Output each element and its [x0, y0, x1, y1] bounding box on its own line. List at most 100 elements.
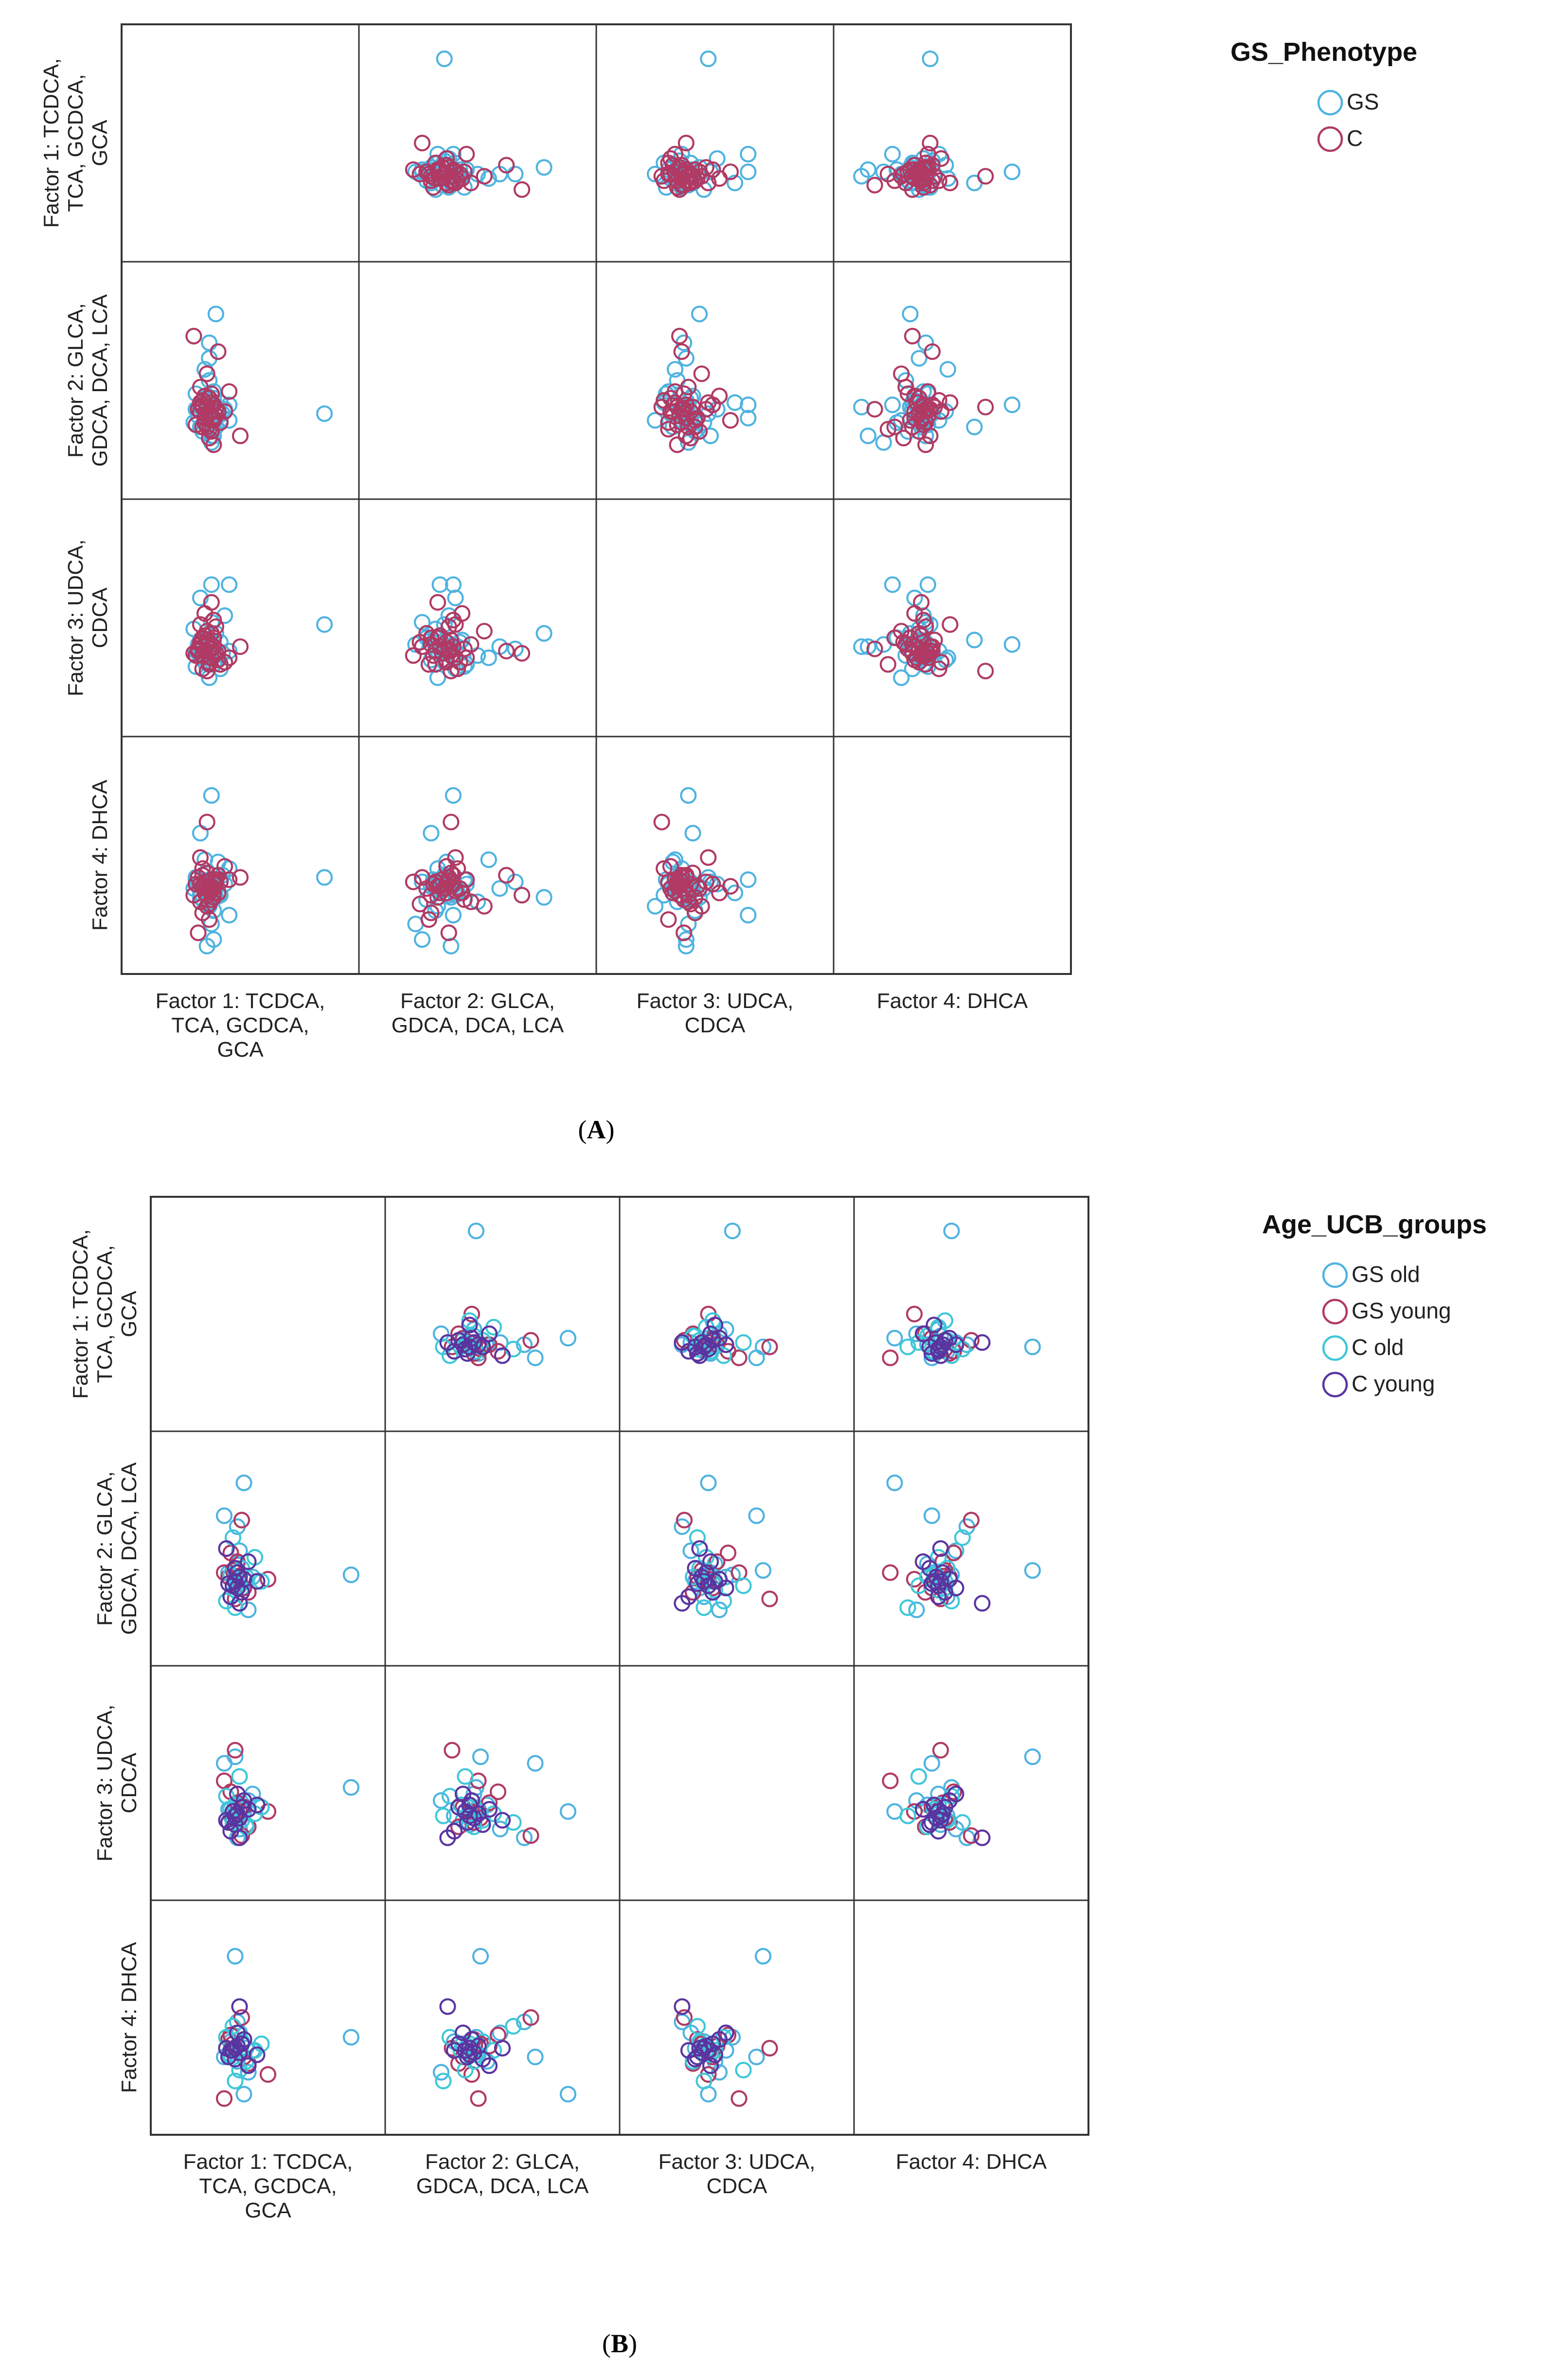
point-c-r4c2-33	[438, 858, 455, 875]
point-c-r2c4-37	[879, 421, 897, 438]
point-c-r3c2-17	[427, 656, 444, 673]
point-c-old-r4c3-7	[735, 2061, 752, 2079]
point-c-r3c2-36	[447, 616, 464, 633]
point-c-young-r4c2-13	[439, 1998, 456, 2015]
point-gs-r2c4-27	[1003, 396, 1021, 414]
point-c-old-r2c4-8	[954, 1529, 971, 1546]
point-gs-old-r3c1-13	[227, 1748, 244, 1766]
point-c-young-r2c4-10	[947, 1579, 964, 1597]
column-label-1-line-3: GCA	[245, 2199, 291, 2222]
point-c-young-r2c4-13	[974, 1595, 991, 1612]
point-c-young-r3c2-11	[494, 1812, 511, 1829]
point-gs-old-r4c2-7	[492, 2024, 509, 2041]
point-c-r4c2-14	[456, 891, 473, 908]
point-c-r2c1-36	[192, 394, 209, 411]
point-c-young-r1c3-4	[689, 1345, 706, 1362]
point-c-r2c4-34	[893, 365, 910, 382]
point-gs-r1c3-21	[740, 163, 757, 180]
legend-b: Age_UCB_groups GS old GS young C old C young	[1262, 1210, 1487, 1398]
point-gs-r4c2-27	[445, 787, 462, 804]
point-c-old-r4c1-9	[253, 2035, 270, 2053]
row-label-1: Factor 1: TCDCA,TCA, GCDCA,GCA	[69, 1229, 141, 1399]
point-c-r2c4-36	[942, 394, 959, 411]
point-gs-r2c3-25	[691, 306, 708, 323]
row-label-1-line-1: Factor 1: TCDCA,	[69, 1229, 92, 1399]
point-gs-young-r2c4-9	[962, 1512, 980, 1529]
point-c-r1c3-20	[697, 159, 714, 176]
point-gs-old-r1c2-9	[467, 1223, 485, 1240]
point-c-r4c3-33	[662, 858, 679, 875]
column-labels-b: Factor 1: TCDCA, TCA, GCDCA, GCA Factor 2: …	[183, 2150, 1047, 2222]
point-c-old-r2c3-7	[735, 1577, 752, 1594]
point-gs-young-r1c3-8	[761, 1338, 778, 1355]
point-c-r3c4-21	[930, 660, 947, 677]
point-c-r1c4-27	[977, 168, 994, 185]
column-label-4-line-1: Factor 4: DHCA	[877, 989, 1028, 1013]
point-c-young-r2c3-4	[689, 1575, 706, 1592]
point-c-r3c2-32	[423, 629, 440, 647]
point-gs-old-r1c4-10	[886, 1330, 903, 1347]
point-c-r1c2-32	[423, 172, 440, 189]
point-c-young-r4c1-6	[227, 2051, 244, 2068]
point-c-young-r1c3-9	[702, 1325, 719, 1342]
point-gs-young-r3c2-9	[522, 1827, 539, 1844]
point-c-r1c4-28	[866, 177, 883, 194]
point-c-young-r3c4-3	[934, 1805, 951, 1822]
column-label-2-line-1: Factor 2: GLCA,	[400, 989, 555, 1013]
point-c-young-r3c2-12	[461, 1796, 478, 1814]
row-label-1-line-3: GCA	[117, 1291, 141, 1337]
point-c-young-r2c4-12	[926, 1573, 943, 1590]
legend-label-c-young: C young	[1352, 1371, 1435, 1396]
panel-label-a-letter: A	[587, 1115, 606, 1144]
legend-marker-gs	[1317, 90, 1343, 116]
legend-title: GS_Phenotype	[1230, 37, 1417, 67]
point-gs-old-r2c4-10	[886, 1474, 903, 1492]
point-c-young-r2c4-8	[930, 1588, 947, 1605]
point-c-r1c2-31	[498, 157, 515, 174]
point-gs-r1c4-24	[922, 50, 939, 68]
point-c-r4c3-22	[682, 896, 699, 913]
point-c-young-r2c1-13	[231, 1595, 248, 1612]
point-c-r3c2-15	[425, 647, 442, 664]
point-c-young-r4c3-10	[717, 2024, 734, 2041]
point-gs-r2c3-19	[702, 427, 719, 445]
panel-label-b-open: (	[602, 2329, 611, 2358]
column-label-1-line-1: Factor 1: TCDCA,	[183, 2150, 353, 2174]
point-gs-r1c3-24	[700, 50, 717, 68]
point-c-r4c2-29	[458, 871, 475, 888]
point-c-young-r2c1-5	[233, 1584, 250, 1601]
point-gs-old-r3c2-7	[492, 1820, 509, 1838]
point-c-r4c3-27	[653, 813, 670, 830]
point-gs-old-r2c4-12	[908, 1601, 925, 1619]
point-c-old-r1c4-10	[899, 1338, 916, 1355]
point-c-young-r4c2-4	[459, 2048, 476, 2066]
row-label-2-line-2: GDCA, DCA, LCA	[88, 294, 112, 467]
point-gs-old-r2c3-8	[748, 1507, 765, 1524]
point-c-young-r1c3-12	[706, 1316, 724, 1334]
point-c-young-r4c1-12	[249, 2046, 266, 2063]
column-label-3: Factor 3: UDCA, CDCA	[637, 989, 794, 1037]
point-c-young-r3c1-4	[220, 1814, 237, 1831]
point-c-young-r3c4-8	[930, 1822, 947, 1840]
point-c-young-r4c3-12	[706, 2046, 724, 2063]
matrix-frame	[150, 1196, 1089, 2136]
point-c-r4c3-37	[660, 911, 677, 928]
point-gs-r4c3-23	[646, 898, 664, 915]
point-gs-young-r4c3-9	[676, 2009, 693, 2026]
point-c-r3c1-27	[198, 663, 215, 680]
point-c-young-r2c1-11	[218, 1540, 235, 1557]
point-c-old-r3c4-4	[919, 1818, 936, 1836]
point-c-young-r1c2-11	[494, 1347, 511, 1364]
point-gs-old-r2c3-11	[674, 1518, 691, 1535]
row-label-1-line-2: TCA, GCDCA,	[93, 1245, 117, 1383]
point-c-r3c4-34	[893, 623, 910, 640]
point-gs-young-r1c4-9	[962, 1332, 980, 1349]
column-label-2-line-1: Factor 2: GLCA,	[425, 2150, 580, 2174]
point-c-young-r2c3-13	[674, 1595, 691, 1612]
row-label-3-line-1: Factor 3: UDCA,	[64, 540, 88, 697]
point-gs-old-r3c2-10	[559, 1803, 577, 1820]
point-c-young-r1c4-9	[914, 1325, 932, 1342]
point-c-r3c1-20	[207, 618, 224, 635]
point-c-r4c2-35	[405, 873, 422, 890]
point-c-r2c1-28	[190, 401, 207, 418]
